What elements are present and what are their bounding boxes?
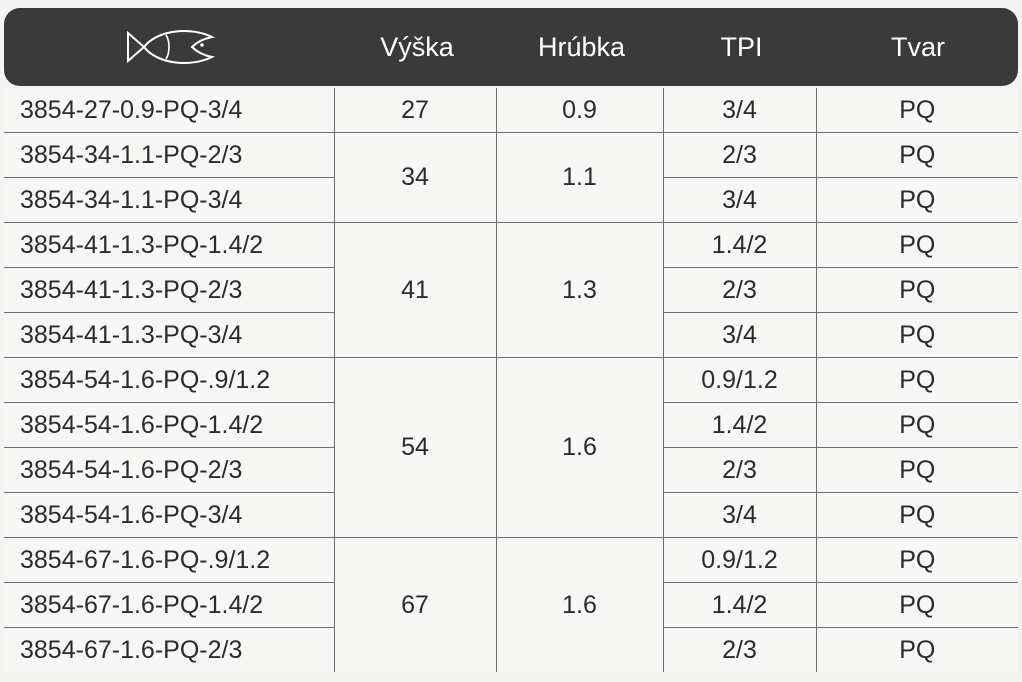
header-tpi: TPI xyxy=(720,32,763,62)
fish-icon xyxy=(127,30,216,64)
product-code-cell: 3854-27-0.9-PQ-3/4 xyxy=(4,88,334,133)
table-row: 3854-41-1.3-PQ-1.4/2 41 1.3 1.4/2 PQ xyxy=(4,222,1018,358)
tvar-cell: PQ xyxy=(815,627,1018,672)
tvar-cell: PQ xyxy=(815,402,1018,448)
tpi-cell: 3/4 xyxy=(662,492,816,538)
hrubka-cell: 1.3 xyxy=(495,222,663,358)
table-row: 3854-67-1.6-PQ-.9/1.2 67 1.6 0.9/1.2 PQ xyxy=(4,537,1018,672)
tpi-cell: 1.4/2 xyxy=(662,402,816,448)
tvar-cell: PQ xyxy=(815,582,1018,628)
tvar-cell: PQ xyxy=(815,177,1018,223)
hrubka-cell: 1.6 xyxy=(495,537,663,672)
table-row: 3854-54-1.6-PQ-2/3 2/3 PQ xyxy=(4,447,1018,493)
product-code-cell: 3854-41-1.3-PQ-3/4 xyxy=(4,312,334,358)
tvar-cell: PQ xyxy=(815,492,1018,538)
tpi-cell: 1.4/2 xyxy=(662,222,816,268)
product-code-cell: 3854-54-1.6-PQ-1.4/2 xyxy=(4,402,334,448)
tvar-cell: PQ xyxy=(815,312,1018,358)
product-code-cell: 3854-41-1.3-PQ-1.4/2 xyxy=(4,222,334,268)
tvar-cell: PQ xyxy=(815,222,1018,268)
table-row: 3854-41-1.3-PQ-3/4 3/4 PQ xyxy=(4,312,1018,358)
tpi-cell: 3/4 xyxy=(662,177,816,223)
product-code-cell: 3854-67-1.6-PQ-.9/1.2 xyxy=(4,537,334,583)
header-hrubka: Hrúbka xyxy=(537,32,626,62)
header-tvar: Tvar xyxy=(891,32,945,62)
vyska-cell: 54 xyxy=(333,357,496,538)
tvar-cell: PQ xyxy=(815,447,1018,493)
tvar-cell: PQ xyxy=(815,88,1018,133)
product-code-cell: 3854-54-1.6-PQ-.9/1.2 xyxy=(4,357,334,403)
table-row: 3854-54-1.6-PQ-.9/1.2 54 1.6 0.9/1.2 PQ xyxy=(4,357,1018,538)
tpi-cell: 2/3 xyxy=(662,447,816,493)
tpi-cell: 3/4 xyxy=(662,312,816,358)
product-code-cell: 3854-67-1.6-PQ-1.4/2 xyxy=(4,582,334,628)
table-header-bar xyxy=(4,8,1018,86)
product-table: 3854-27-0.9-PQ-3/4 27 0.9 3/4 PQ 3854-34… xyxy=(4,88,1018,672)
tpi-cell: 3/4 xyxy=(662,88,816,133)
tpi-cell: 2/3 xyxy=(662,267,816,313)
tpi-cell: 0.9/1.2 xyxy=(662,537,816,583)
hrubka-cell: 1.1 xyxy=(495,132,663,223)
product-code-cell: 3854-67-1.6-PQ-2/3 xyxy=(4,627,334,672)
tvar-cell: PQ xyxy=(815,357,1018,403)
header-vyska: Výška xyxy=(380,32,454,62)
vyska-cell: 34 xyxy=(333,132,496,223)
tvar-cell: PQ xyxy=(815,537,1018,583)
product-code-cell: 3854-41-1.3-PQ-2/3 xyxy=(4,267,334,313)
product-code-cell: 3854-54-1.6-PQ-3/4 xyxy=(4,492,334,538)
product-code-cell: 3854-34-1.1-PQ-2/3 xyxy=(4,132,334,178)
table-row: 3854-54-1.6-PQ-1.4/2 1.4/2 PQ xyxy=(4,402,1018,448)
table-row: 3854-27-0.9-PQ-3/4 27 0.9 3/4 PQ xyxy=(4,88,1018,133)
table-row: 3854-67-1.6-PQ-2/3 2/3 PQ xyxy=(4,627,1018,672)
table-row: 3854-54-1.6-PQ-3/4 3/4 PQ xyxy=(4,492,1018,538)
product-code-cell: 3854-54-1.6-PQ-2/3 xyxy=(4,447,334,493)
table-row: 3854-41-1.3-PQ-2/3 2/3 PQ xyxy=(4,267,1018,313)
hrubka-cell: 1.6 xyxy=(495,357,663,538)
tvar-cell: PQ xyxy=(815,132,1018,178)
vyska-cell: 41 xyxy=(333,222,496,358)
table-row: 3854-67-1.6-PQ-1.4/2 1.4/2 PQ xyxy=(4,582,1018,628)
tpi-cell: 0.9/1.2 xyxy=(662,357,816,403)
hrubka-cell: 0.9 xyxy=(495,88,663,133)
tpi-cell: 2/3 xyxy=(662,627,816,672)
tpi-cell: 2/3 xyxy=(662,132,816,178)
vyska-cell: 27 xyxy=(333,88,496,133)
table-row: 3854-34-1.1-PQ-3/4 3/4 PQ xyxy=(4,177,1018,223)
vyska-cell: 67 xyxy=(333,537,496,672)
product-code-cell: 3854-34-1.1-PQ-3/4 xyxy=(4,177,334,223)
table-row: 3854-34-1.1-PQ-2/3 34 1.1 2/3 PQ xyxy=(4,132,1018,223)
tvar-cell: PQ xyxy=(815,267,1018,313)
tpi-cell: 1.4/2 xyxy=(662,582,816,628)
